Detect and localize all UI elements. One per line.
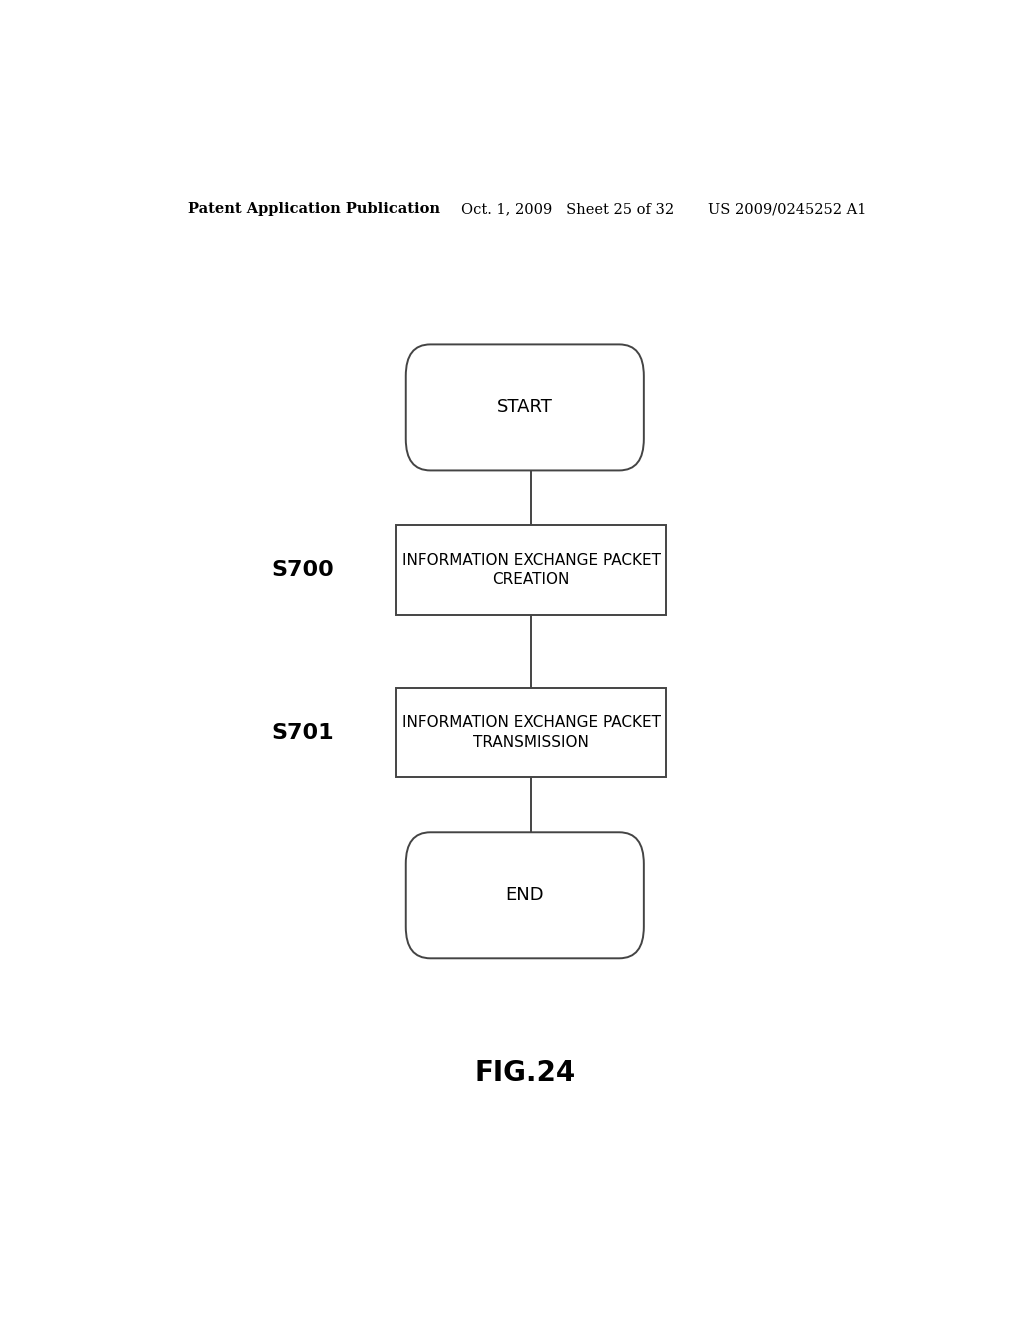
Text: US 2009/0245252 A1: US 2009/0245252 A1 [708, 202, 866, 216]
Text: INFORMATION EXCHANGE PACKET
TRANSMISSION: INFORMATION EXCHANGE PACKET TRANSMISSION [401, 715, 660, 750]
Text: Patent Application Publication: Patent Application Publication [187, 202, 439, 216]
FancyBboxPatch shape [396, 688, 666, 777]
FancyBboxPatch shape [406, 345, 644, 470]
Text: FIG.24: FIG.24 [474, 1059, 575, 1088]
Text: Oct. 1, 2009   Sheet 25 of 32: Oct. 1, 2009 Sheet 25 of 32 [461, 202, 675, 216]
FancyBboxPatch shape [396, 525, 666, 615]
Text: INFORMATION EXCHANGE PACKET
CREATION: INFORMATION EXCHANGE PACKET CREATION [401, 553, 660, 587]
Text: S700: S700 [271, 560, 334, 579]
FancyBboxPatch shape [406, 833, 644, 958]
Text: END: END [506, 886, 544, 904]
Text: S701: S701 [271, 722, 334, 743]
Text: START: START [497, 399, 553, 416]
